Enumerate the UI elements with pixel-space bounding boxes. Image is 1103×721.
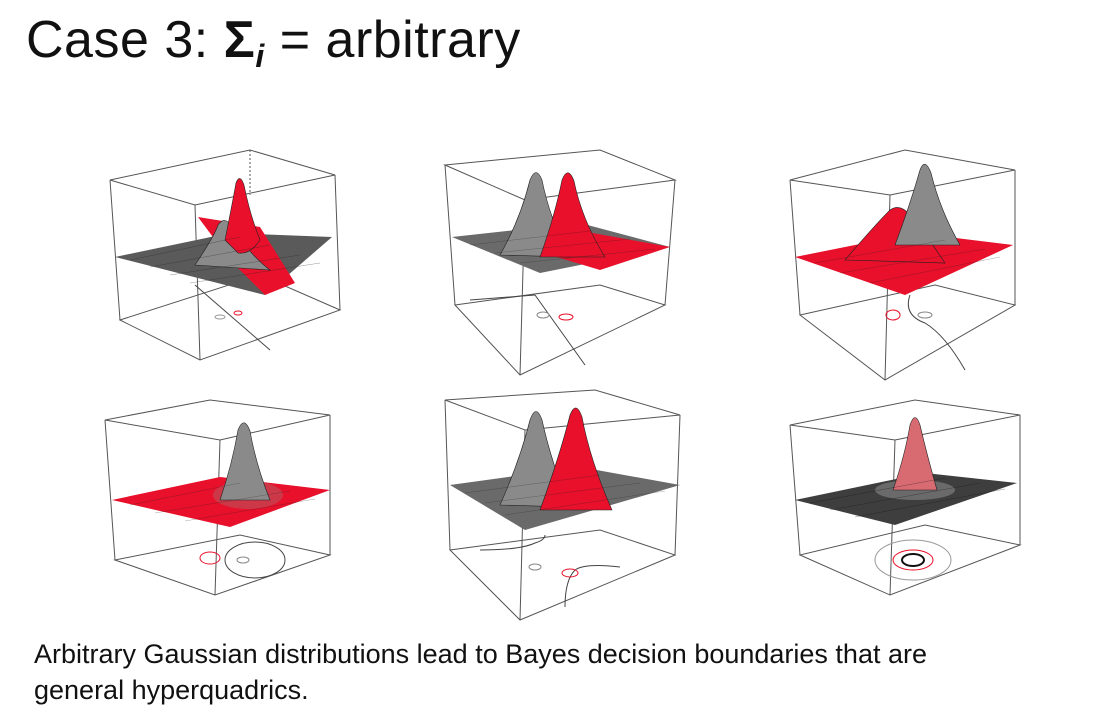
box-top-face bbox=[109, 149, 336, 206]
slide-title: Case 3: Σi = arbitrary bbox=[26, 10, 521, 75]
red-peak bbox=[539, 407, 613, 511]
box-edge bbox=[444, 399, 451, 551]
red-peak bbox=[224, 178, 261, 254]
decision-boundary-line bbox=[469, 294, 536, 301]
box-top-face bbox=[444, 389, 681, 431]
decision-boundary-circle bbox=[901, 553, 925, 567]
box-top-face bbox=[104, 399, 331, 441]
decision-boundary-hyperbola bbox=[479, 534, 546, 551]
mesh-line bbox=[129, 482, 241, 506]
box-edge bbox=[104, 419, 116, 561]
box-top-face bbox=[789, 399, 1021, 441]
decision-boundary-line bbox=[534, 294, 586, 366]
decision-boundary-hyperbola bbox=[564, 565, 621, 608]
red-contour bbox=[558, 313, 574, 321]
panel-5-svg bbox=[444, 389, 681, 621]
box-floor-face bbox=[113, 534, 332, 596]
gaussian-plot-panel-1 bbox=[100, 145, 350, 370]
box-floor-face bbox=[118, 274, 342, 361]
mesh-line bbox=[469, 230, 591, 246]
box-floor-face bbox=[448, 529, 677, 621]
box-edge bbox=[444, 164, 456, 306]
gaussian-plot-panel-4 bbox=[100, 395, 340, 605]
red-peak bbox=[539, 172, 606, 258]
red-contour bbox=[561, 568, 579, 578]
gray-contour bbox=[236, 556, 250, 564]
title-sigma-symbol: Σ bbox=[223, 11, 256, 69]
red-contour bbox=[885, 309, 901, 321]
mesh-line bbox=[504, 490, 666, 516]
decision-boundary-hyperbola bbox=[907, 294, 966, 371]
mesh-line bbox=[484, 482, 641, 504]
title-prefix: Case 3: bbox=[26, 11, 224, 69]
caption-line-2: general hyperquadrics. bbox=[34, 675, 309, 705]
red-peak bbox=[892, 417, 938, 491]
box-edge bbox=[194, 204, 201, 361]
box-edge bbox=[664, 179, 676, 306]
box-edge bbox=[789, 424, 801, 556]
surface-plane bbox=[795, 233, 1013, 295]
red-contour bbox=[892, 549, 934, 571]
panel-3-svg bbox=[789, 149, 1017, 381]
box-floor-face bbox=[798, 284, 1017, 381]
panel-4-svg bbox=[104, 399, 332, 596]
mesh-line bbox=[129, 236, 241, 261]
box-floor-face bbox=[798, 524, 1022, 596]
red-contour bbox=[233, 310, 243, 316]
mesh-line bbox=[189, 262, 321, 284]
mesh-line bbox=[829, 482, 981, 511]
mesh-line bbox=[154, 490, 291, 514]
mesh-line bbox=[169, 254, 301, 276]
gaussian-plot-panel-5 bbox=[440, 385, 690, 625]
box-edge bbox=[789, 179, 801, 316]
mesh-line bbox=[184, 498, 316, 522]
mesh-line bbox=[519, 248, 656, 264]
panel-6-svg bbox=[789, 399, 1022, 596]
box-edge bbox=[334, 174, 341, 311]
box-floor-face bbox=[453, 284, 667, 376]
mesh-line bbox=[839, 248, 986, 274]
mesh-line bbox=[464, 474, 601, 494]
gray-contour bbox=[528, 563, 542, 571]
mesh-line bbox=[854, 488, 1006, 518]
gray-peak bbox=[219, 422, 271, 501]
gray-contour bbox=[874, 539, 952, 581]
box-top-face bbox=[789, 149, 1016, 196]
gaussian-plot-panel-6 bbox=[785, 395, 1025, 605]
decision-boundary-line bbox=[194, 284, 271, 351]
gray-contour bbox=[214, 314, 226, 320]
mesh-line bbox=[814, 239, 946, 264]
gray-peak bbox=[894, 163, 961, 246]
gray-contour bbox=[536, 311, 550, 319]
mesh-line bbox=[809, 477, 946, 504]
gaussian-plot-panel-3 bbox=[785, 145, 1025, 385]
box-edge bbox=[109, 179, 121, 321]
gaussian-plot-panel-2 bbox=[440, 145, 690, 385]
mesh-line bbox=[149, 244, 271, 268]
mesh-line bbox=[494, 238, 631, 254]
panel-2-svg bbox=[443, 149, 677, 376]
title-subscript: i bbox=[255, 38, 265, 74]
red-contour bbox=[199, 551, 221, 565]
gray-contour bbox=[917, 311, 933, 319]
title-suffix: = arbitrary bbox=[264, 11, 521, 69]
mesh-line bbox=[869, 256, 1001, 284]
slide-caption: Arbitrary Gaussian distributions lead to… bbox=[34, 636, 1084, 708]
decision-boundary-ellipse bbox=[224, 541, 286, 579]
caption-line-1: Arbitrary Gaussian distributions lead to… bbox=[34, 639, 927, 669]
panel-1-svg bbox=[109, 149, 342, 361]
